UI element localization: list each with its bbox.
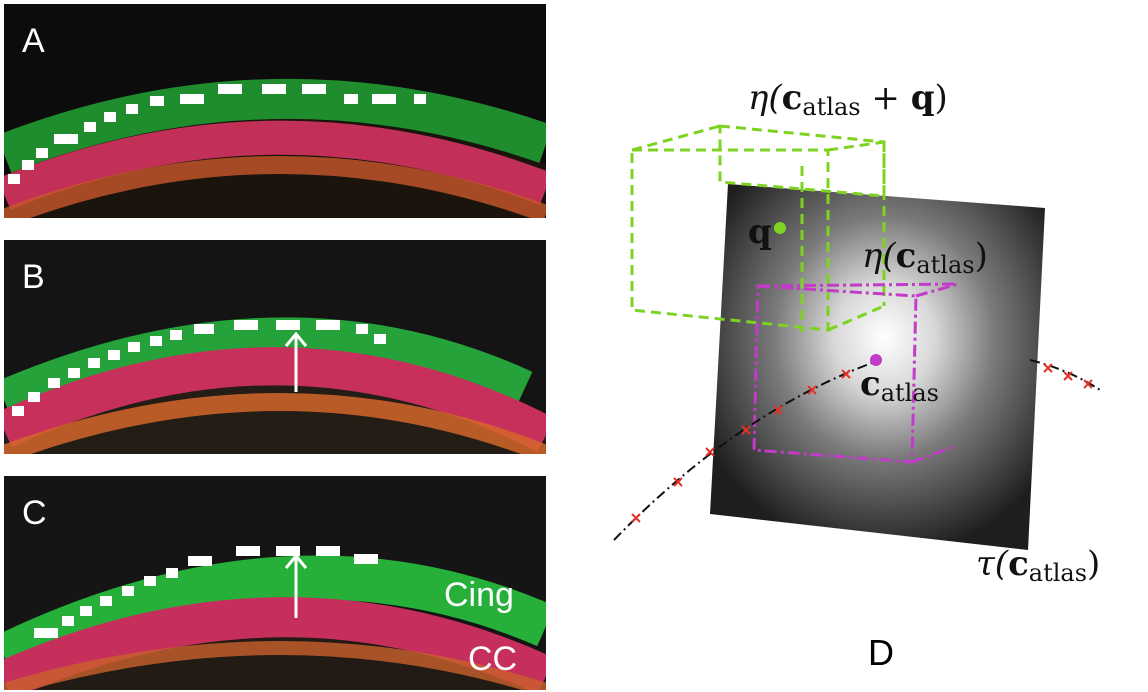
cc-label: CC xyxy=(468,640,518,678)
eta-c-label: η(catlas) xyxy=(862,236,988,279)
tau-label: τ(catlas) xyxy=(976,544,1101,587)
arrow-c xyxy=(284,553,308,618)
magenta-box xyxy=(752,282,959,464)
panel-c: C Cing CC xyxy=(4,476,546,690)
c-atlas-label: catlas xyxy=(860,364,939,407)
panel-d-diagram xyxy=(613,124,1101,550)
arrow-b xyxy=(284,331,308,392)
panel-c-label: C xyxy=(22,494,47,532)
q-label: q xyxy=(748,212,772,252)
cing-label: Cing xyxy=(444,576,514,614)
tract-path xyxy=(613,359,881,541)
q-point xyxy=(774,222,786,234)
green-box xyxy=(630,124,886,332)
panel-b-image xyxy=(4,240,546,454)
panel-b-label: B xyxy=(22,258,45,296)
panel-a: A xyxy=(4,4,546,218)
eta-c-plus-q-label: η(catlas + q) xyxy=(748,78,948,121)
panel-d-label: D xyxy=(868,632,894,673)
panel-c-image xyxy=(4,476,546,690)
c-atlas-point xyxy=(870,354,882,366)
panel-b: B xyxy=(4,240,546,454)
panel-a-image xyxy=(4,4,546,218)
panel-a-label: A xyxy=(22,22,45,60)
slice-image xyxy=(710,184,1045,550)
path-markers xyxy=(631,363,1093,523)
